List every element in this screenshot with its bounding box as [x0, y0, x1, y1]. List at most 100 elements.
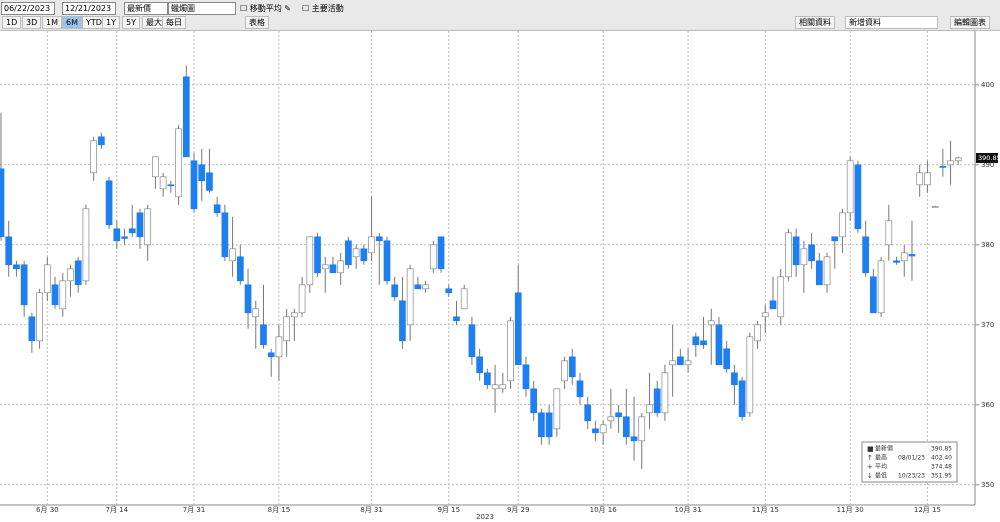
candle-body: [538, 412, 545, 438]
range-button[interactable]: 3D: [22, 16, 42, 29]
legend-value: 402.40: [931, 455, 952, 462]
candle-body: [731, 372, 738, 386]
range-button[interactable]: 5Y: [122, 16, 140, 29]
candle-body: [429, 244, 437, 270]
x-tick-label: 9月 15: [437, 506, 460, 514]
candle-body: [908, 254, 916, 257]
candle-body: [36, 292, 43, 342]
candle-body: [761, 312, 769, 318]
legend-value: 351.95: [931, 473, 952, 480]
candle-body: [507, 320, 514, 382]
candle-body: [839, 212, 846, 238]
candle-body: [360, 248, 368, 262]
candle-body: [514, 292, 522, 366]
candle-body: [754, 324, 761, 342]
checkbox-label: 移動平均: [249, 4, 282, 13]
range-button[interactable]: 1Y: [102, 16, 120, 29]
year-label: 2023: [476, 513, 494, 521]
candle-body: [568, 356, 576, 378]
field-select[interactable]: 最新價: [124, 2, 168, 15]
legend-label: 最低: [875, 472, 887, 480]
candle-body: [352, 248, 360, 258]
candle-body: [198, 164, 206, 182]
candle-body: [607, 416, 615, 422]
y-tick-label: 400: [981, 81, 994, 89]
candle-body: [82, 208, 90, 282]
tab[interactable]: 編輯圖表: [950, 16, 990, 29]
x-tick-label: 6月 30: [36, 506, 59, 514]
checkbox[interactable]: ☐ 主要活動: [302, 4, 344, 13]
candle-body: [592, 428, 599, 434]
candle-body: [260, 324, 267, 346]
candle-body: [267, 352, 275, 358]
period-button[interactable]: 每日: [162, 16, 186, 29]
tab[interactable]: 相關資料: [795, 16, 835, 29]
candle-body: [105, 180, 113, 226]
candle-body: [0, 168, 5, 238]
legend-label: 最新價: [875, 445, 893, 453]
candle-body: [182, 76, 190, 158]
legend-label: 最高: [875, 454, 887, 462]
candle-body: [769, 300, 777, 310]
candle-body: [399, 300, 406, 342]
range-button[interactable]: 6M: [62, 16, 82, 29]
range-button[interactable]: 1M: [42, 16, 62, 29]
candle-body: [28, 316, 36, 342]
range-button[interactable]: 1D: [2, 16, 22, 29]
candle-body: [59, 280, 67, 310]
candle-body: [152, 156, 159, 178]
legend-symbol: ■: [867, 445, 874, 453]
candle-body: [831, 236, 839, 242]
candle-body: [692, 336, 700, 346]
candle-body: [468, 324, 476, 358]
candle-body: [175, 128, 182, 198]
candle-body: [368, 236, 375, 254]
candle-body: [931, 206, 939, 208]
y-tick-label: 350: [981, 481, 994, 489]
tab[interactable]: 新增資料: [845, 16, 938, 29]
candle-body: [221, 212, 229, 258]
candle-body: [661, 372, 669, 414]
candle-body: [499, 384, 507, 390]
candle-body: [414, 284, 422, 290]
y-tick-label: 390: [981, 161, 994, 169]
candle-body: [584, 404, 592, 422]
start-date[interactable]: 06/22/2023: [1, 2, 55, 15]
candle-body: [13, 264, 20, 270]
candle-body: [190, 160, 198, 210]
candle-body: [329, 264, 337, 274]
candle-body: [846, 160, 854, 214]
x-tick-label: 12月 15: [914, 506, 941, 514]
end-date[interactable]: 12/21/2023: [62, 2, 116, 15]
candle-body: [823, 256, 831, 286]
candle-body: [345, 240, 352, 266]
candle-body: [321, 264, 329, 270]
candle-body: [785, 232, 792, 278]
candle-body: [777, 276, 785, 318]
candle-body: [213, 204, 221, 214]
candle-body: [746, 336, 754, 414]
legend-value: 390.85: [931, 446, 952, 453]
candle-body: [144, 208, 152, 246]
candle-body: [738, 380, 746, 418]
candle-body: [283, 316, 290, 342]
candle-body: [159, 176, 167, 190]
candle-body: [877, 260, 885, 314]
candle-body: [90, 140, 97, 174]
candle-body: [51, 284, 59, 306]
candle-body: [947, 160, 954, 166]
style-select[interactable]: 蠟燭圖: [168, 2, 236, 15]
candle-body: [113, 228, 121, 242]
candle-body: [275, 336, 283, 358]
candle-body: [453, 316, 460, 322]
candle-body: [74, 260, 82, 286]
x-tick-label: 11月 15: [752, 506, 779, 514]
table-button[interactable]: 表格: [245, 16, 269, 29]
candle-body: [653, 388, 661, 414]
candle-body: [808, 244, 815, 262]
candle-body: [128, 228, 136, 234]
candle-body: [484, 372, 491, 386]
checkbox[interactable]: ☐ 移動平均 ✎: [240, 4, 291, 13]
candle-body: [229, 248, 236, 262]
